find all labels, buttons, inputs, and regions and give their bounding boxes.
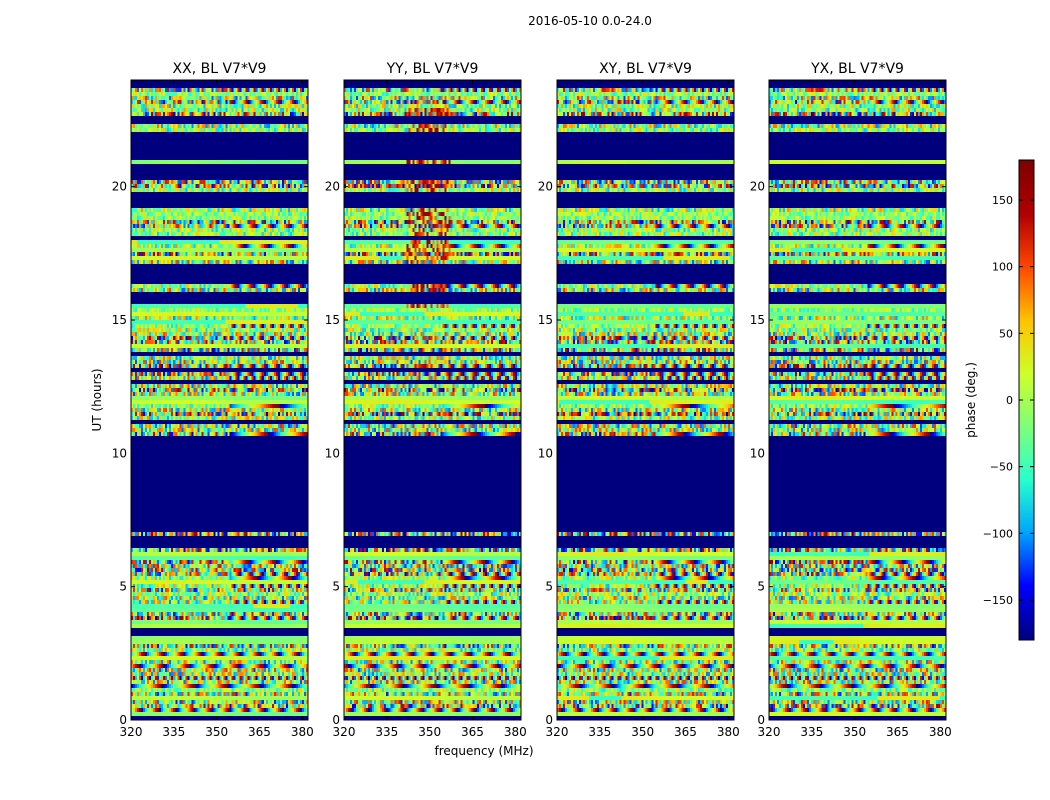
panel-1: [343, 79, 522, 721]
colorbar-tick-label: 0: [1006, 394, 1013, 407]
x-tick-label: 365: [248, 725, 271, 739]
y-tick-label: 0: [545, 713, 553, 727]
x-tick-label: 380: [929, 725, 952, 739]
panel-3: [768, 79, 947, 721]
y-tick-label: 15: [112, 313, 127, 327]
x-tick-label: 320: [120, 725, 143, 739]
phase-heatmap-2: [557, 80, 734, 720]
y-tick-label: 20: [325, 180, 340, 194]
phase-heatmap-0: [131, 80, 308, 720]
x-tick-label: 320: [333, 725, 356, 739]
y-tick-label: 5: [119, 580, 127, 594]
panel-frame: [343, 79, 522, 721]
x-tick-label: 380: [504, 725, 527, 739]
colorbar-tick-label: 150: [992, 194, 1013, 207]
panel-title: XY, BL V7*V9: [599, 61, 692, 77]
x-tick-label: 335: [588, 725, 611, 739]
panel-title: XX, BL V7*V9: [173, 61, 267, 77]
colorbar-tick-label: 50: [999, 327, 1013, 340]
phase-heatmap-1: [344, 80, 521, 720]
y-axis-label: UT (hours): [90, 368, 104, 431]
x-tick-label: 365: [886, 725, 909, 739]
y-tick-label: 5: [545, 580, 553, 594]
x-tick-label: 380: [291, 725, 314, 739]
y-tick-label: 5: [332, 580, 340, 594]
x-tick-label: 335: [162, 725, 185, 739]
panel-frame: [130, 79, 309, 721]
x-tick-label: 320: [758, 725, 781, 739]
panel-frame: [556, 79, 735, 721]
colorbar-tick-label: 100: [992, 261, 1013, 274]
x-axis-label: frequency (MHz): [434, 744, 533, 758]
x-tick-label: 335: [800, 725, 823, 739]
colorbar-label: phase (deg.): [964, 362, 978, 438]
phase-heatmap-3: [769, 80, 946, 720]
panel-0: [130, 79, 309, 721]
y-tick-label: 0: [332, 713, 340, 727]
panel-2: [556, 79, 735, 721]
figure-title: 2016-05-10 0.0-24.0: [528, 14, 652, 28]
x-tick-label: 350: [418, 725, 441, 739]
y-tick-label: 20: [538, 180, 553, 194]
colorbar-gradient: [1019, 160, 1034, 640]
y-tick-label: 0: [757, 713, 765, 727]
panel-title: YX, BL V7*V9: [810, 61, 904, 77]
x-tick-label: 320: [546, 725, 569, 739]
colorbar-tick-label: −150: [983, 594, 1013, 607]
y-tick-label: 0: [119, 713, 127, 727]
x-tick-label: 365: [461, 725, 484, 739]
y-tick-label: 10: [750, 446, 765, 460]
x-tick-label: 380: [717, 725, 740, 739]
y-tick-label: 10: [538, 446, 553, 460]
y-tick-label: 10: [112, 446, 127, 460]
colorbar-tick-label: −100: [983, 527, 1013, 540]
x-tick-label: 350: [631, 725, 654, 739]
x-tick-label: 350: [205, 725, 228, 739]
y-tick-label: 15: [750, 313, 765, 327]
colorbar-tick-label: −50: [990, 461, 1013, 474]
panel-title: YY, BL V7*V9: [386, 61, 479, 77]
y-tick-label: 5: [757, 580, 765, 594]
x-tick-label: 365: [674, 725, 697, 739]
x-tick-label: 335: [375, 725, 398, 739]
y-tick-label: 20: [112, 180, 127, 194]
y-tick-label: 10: [325, 446, 340, 460]
y-tick-label: 15: [325, 313, 340, 327]
panel-frame: [768, 79, 947, 721]
x-tick-label: 350: [843, 725, 866, 739]
y-tick-label: 20: [750, 180, 765, 194]
y-tick-label: 15: [538, 313, 553, 327]
